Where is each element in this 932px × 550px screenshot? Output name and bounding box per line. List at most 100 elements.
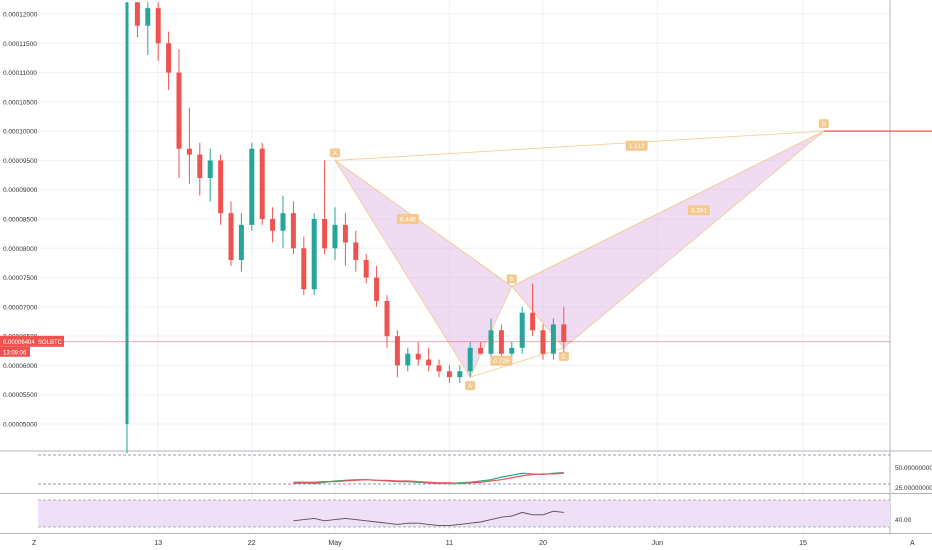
candle-body [270,219,276,231]
y-tick-label: 0.00012000 [3,12,38,19]
y-tick-label: 0.00005500 [3,392,38,399]
candle-body [394,336,400,366]
candle-body [405,353,411,366]
pattern-point-badge[interactable] [818,119,829,129]
candle-body [228,213,234,260]
y-tick-label: 0.00005000 [3,422,38,429]
y-tick-label: 0.00009500 [3,158,38,165]
candle-body [519,312,525,348]
x-tick-label: 11 [446,540,453,547]
candle-body [301,248,307,290]
pattern-point-label[interactable]: C [561,354,566,361]
ratio-label[interactable]: 0.446 [400,216,417,223]
countdown-label: 13:09:06 [3,350,27,356]
pattern-triangle-bcd[interactable] [511,130,825,349]
pattern-triangle-xab[interactable] [334,160,513,378]
pattern-point-badge[interactable] [506,274,517,284]
pattern-point-badge[interactable] [330,148,340,158]
rsi-band [38,500,890,527]
pattern-point-label[interactable]: A [468,383,473,390]
y-tick-label: 0.00010500 [3,99,38,106]
candle-body [125,2,129,425]
candle-body [363,260,369,278]
pattern-point-badge[interactable] [558,351,569,361]
candle-body [550,324,556,354]
candle-body [259,148,265,219]
x-tick-label: May [328,540,342,547]
ratio-badge[interactable] [625,140,648,151]
pattern-ratio-line [470,347,564,378]
countdown-bg [0,346,30,357]
y-tick-label: 0.00011500 [3,41,37,48]
y-tick-label: 0.00010000 [3,129,38,136]
candle-body [145,8,151,26]
x-tick-label: 20 [539,540,547,547]
y-tick-label: 0.00007000 [3,304,38,311]
candle-body [176,72,182,149]
pattern-point-label[interactable]: B [510,276,514,283]
candle-body [249,148,255,225]
y-tick-label: 0.00007500 [3,275,38,282]
ratio-badge[interactable] [396,214,419,224]
x-tick-label: 13 [154,540,162,547]
candle-body [322,219,328,249]
candle-body [457,371,463,378]
candle-body [290,213,296,249]
candle-body [197,154,203,178]
ratio-label[interactable]: 0.726 [493,358,510,365]
candle-body [561,324,567,342]
candle-body [384,301,390,337]
y-tick-label: 0.00006000 [3,363,38,370]
price-tag-value: 0.00006404 [3,340,35,346]
current-price-tag: 0.00006404 SOLBTC 13:09:06 [0,335,64,357]
candle-body [238,224,244,260]
stoch-y-tick: 25.00000000 [895,485,932,492]
footer-left-label[interactable]: Z [32,540,37,547]
stoch-y-tick: 50.00000000 [895,465,932,472]
pattern-ratio-line [511,130,824,287]
pattern-point-label[interactable]: D [821,121,826,128]
candle-body [207,160,213,178]
candle-body [353,242,359,260]
y-axis[interactable]: 0.00012000 0.00011500 0.00011000 0.00010500… [3,12,38,429]
candle-body [374,277,380,301]
ratio-badge[interactable] [688,205,710,216]
candle-body [155,8,161,44]
overlays: X A B C D 1.112 0.446 3.391 0.726 [38,119,890,391]
candle-body [426,359,432,366]
candle-body [436,365,442,372]
footer-right-label[interactable]: A [910,540,915,547]
stoch-d-line [293,472,564,485]
candles [125,2,567,454]
rsi-pane[interactable]: 40.00 [38,499,912,528]
candle-body [415,353,421,360]
ratio-badge[interactable] [490,355,513,366]
candle-body [218,160,224,214]
candle-body [530,312,536,331]
rsi-line [293,510,564,527]
x-tick-label: 15 [799,540,807,547]
y-tick-label: 0.00008000 [3,246,38,253]
ratio-label[interactable]: 1.112 [629,143,645,150]
price-tag-bg [0,335,64,347]
rsi-y-tick: 40.00 [895,517,912,524]
stoch-k-line [293,472,564,485]
price-tag-symbol: SOLBTC [38,340,63,346]
pattern-ratio-line [334,160,513,287]
candle-body [166,43,172,73]
harmonic-pattern[interactable] [334,130,932,378]
stoch-pane[interactable]: 50.00000000 25.00000000 [38,454,932,492]
x-axis[interactable]: 1322May1120Jun15Jul1322Aug1019Sep14 [154,540,932,547]
x-tick-label: 22 [248,540,256,547]
candle-body [186,148,192,155]
candle-body [332,224,338,249]
candle-body [280,213,286,231]
candle-body [311,219,317,290]
pattern-point-badge[interactable] [465,381,476,391]
ratio-label[interactable]: 3.391 [691,208,708,215]
candle-body [509,347,515,354]
pattern-point-label[interactable]: X [333,150,338,157]
candle-body [467,347,473,372]
y-tick-label: 0.00008500 [3,217,38,224]
